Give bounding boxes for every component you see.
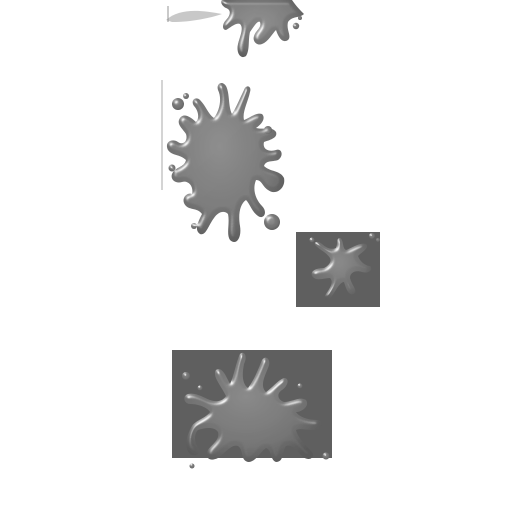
droplet bbox=[182, 372, 190, 380]
splat-large bbox=[161, 80, 285, 243]
splat-bottom-on-panel bbox=[172, 350, 332, 469]
droplet bbox=[264, 126, 272, 134]
droplet bbox=[309, 237, 315, 243]
droplet bbox=[376, 238, 380, 242]
splat-body bbox=[166, 83, 285, 243]
splat-body bbox=[221, 0, 304, 58]
splat-body bbox=[311, 238, 372, 300]
splat-top-partial bbox=[166, 0, 304, 58]
droplet bbox=[191, 223, 197, 229]
droplet bbox=[172, 98, 184, 110]
droplet bbox=[183, 93, 189, 99]
droplet bbox=[298, 16, 302, 20]
droplet bbox=[168, 164, 176, 172]
droplet bbox=[369, 233, 375, 239]
droplet bbox=[292, 22, 300, 30]
droplet bbox=[197, 385, 203, 391]
droplet bbox=[322, 452, 330, 460]
droplet bbox=[189, 463, 195, 469]
smudge-stroke bbox=[166, 10, 222, 22]
splat-body bbox=[184, 352, 322, 462]
splat-small-on-panel bbox=[296, 232, 380, 307]
droplet bbox=[297, 383, 303, 389]
droplet bbox=[264, 214, 280, 230]
